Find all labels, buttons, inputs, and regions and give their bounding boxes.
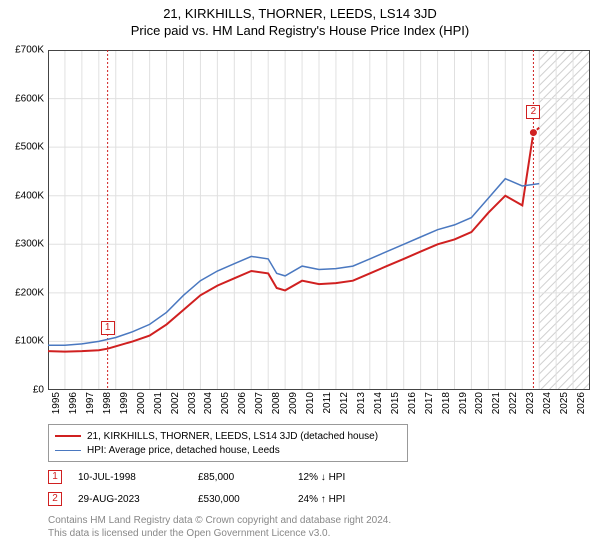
chart-area: 12£0£100K£200K£300K£400K£500K£600K£700K1… [48,50,590,390]
chart-title: 21, KIRKHILLS, THORNER, LEEDS, LS14 3JD [0,0,600,21]
ytick-label: £500K [15,142,44,153]
chart-svg [48,50,590,390]
xtick-label: 2014 [373,392,384,414]
xtick-label: 1999 [119,392,130,414]
xtick-label: 2007 [254,392,265,414]
xtick-label: 2020 [474,392,485,414]
xtick-label: 2005 [220,392,231,414]
xtick-label: 2003 [187,392,198,414]
xtick-label: 2024 [542,392,553,414]
xtick-label: 2025 [559,392,570,414]
ytick-label: £200K [15,287,44,298]
xtick-label: 2026 [576,392,587,414]
footer-line1: Contains HM Land Registry data © Crown c… [48,514,568,527]
events-table: 1 10-JUL-1998£85,00012% ↓ HPI 2 29-AUG-2023… [48,466,548,510]
xtick-label: 1997 [85,392,96,414]
legend-label-hpi: HPI: Average price, detached house, Leed… [87,445,280,456]
xtick-label: 2011 [322,392,333,414]
legend-row-hpi: HPI: Average price, detached house, Leed… [55,443,401,457]
event-delta: 24% ↑ HPI [298,494,418,505]
xtick-label: 2006 [237,392,248,414]
legend-swatch-hpi [55,450,81,451]
xtick-label: 2019 [458,392,469,414]
xtick-label: 2018 [441,392,452,414]
event-marker-2: 2 [48,492,62,506]
xtick-label: 2012 [339,392,350,414]
ytick-label: £0 [33,385,44,396]
xtick-label: 2000 [136,392,147,414]
event-price: £85,000 [198,472,298,483]
xtick-label: 2016 [407,392,418,414]
xtick-label: 2015 [390,392,401,414]
event-marker-1: 1 [48,470,62,484]
footer-line2: This data is licensed under the Open Gov… [48,527,568,540]
legend-label-property: 21, KIRKHILLS, THORNER, LEEDS, LS14 3JD … [87,431,378,442]
xtick-label: 1998 [102,392,113,414]
event-row: 2 29-AUG-2023£530,00024% ↑ HPI [48,488,548,510]
legend: 21, KIRKHILLS, THORNER, LEEDS, LS14 3JD … [48,424,408,462]
xtick-label: 2009 [288,392,299,414]
ytick-label: £400K [15,190,44,201]
root: 21, KIRKHILLS, THORNER, LEEDS, LS14 3JD … [0,0,600,560]
event-date: 29-AUG-2023 [78,494,198,505]
xtick-label: 2023 [525,392,536,414]
ytick-label: £100K [15,336,44,347]
legend-swatch-property [55,435,81,437]
chart-marker-2: 2 [526,105,540,119]
xtick-label: 2017 [424,392,435,414]
xtick-label: 2001 [153,392,164,414]
event-price: £530,000 [198,494,298,505]
legend-row-property: 21, KIRKHILLS, THORNER, LEEDS, LS14 3JD … [55,429,401,443]
xtick-label: 2010 [305,392,316,414]
xtick-label: 2008 [271,392,282,414]
xtick-label: 2013 [356,392,367,414]
xtick-label: 1995 [51,392,62,414]
event-row: 1 10-JUL-1998£85,00012% ↓ HPI [48,466,548,488]
event-delta: 12% ↓ HPI [298,472,418,483]
xtick-label: 2004 [203,392,214,414]
chart-subtitle: Price paid vs. HM Land Registry's House … [0,21,600,42]
footer: Contains HM Land Registry data © Crown c… [48,514,568,540]
ytick-label: £300K [15,239,44,250]
ytick-label: £700K [15,45,44,56]
ytick-label: £600K [15,93,44,104]
event-date: 10-JUL-1998 [78,472,198,483]
xtick-label: 2022 [508,392,519,414]
xtick-label: 1996 [68,392,79,414]
xtick-label: 2021 [491,392,502,414]
chart-marker-1: 1 [101,321,115,335]
xtick-label: 2002 [170,392,181,414]
